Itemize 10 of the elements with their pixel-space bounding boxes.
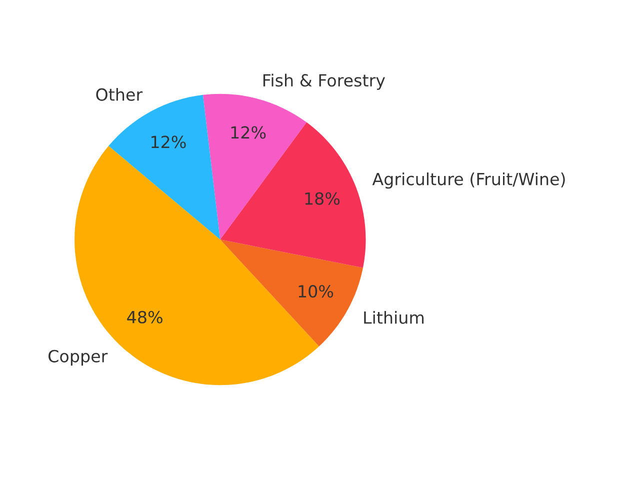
- data-label: 48%: [127, 310, 162, 324]
- slice-label: Agriculture (Fruit/Wine): [372, 172, 565, 189]
- slice-label: Lithium: [364, 311, 424, 324]
- data-label: 18%: [305, 192, 340, 205]
- slice-label: Other: [96, 88, 143, 101]
- data-label: 12%: [231, 126, 266, 139]
- slice-label: Fish & Forestry: [263, 74, 386, 90]
- data-label: 12%: [152, 136, 186, 148]
- slice-label: Copper: [48, 350, 108, 366]
- data-label: 10%: [298, 285, 334, 298]
